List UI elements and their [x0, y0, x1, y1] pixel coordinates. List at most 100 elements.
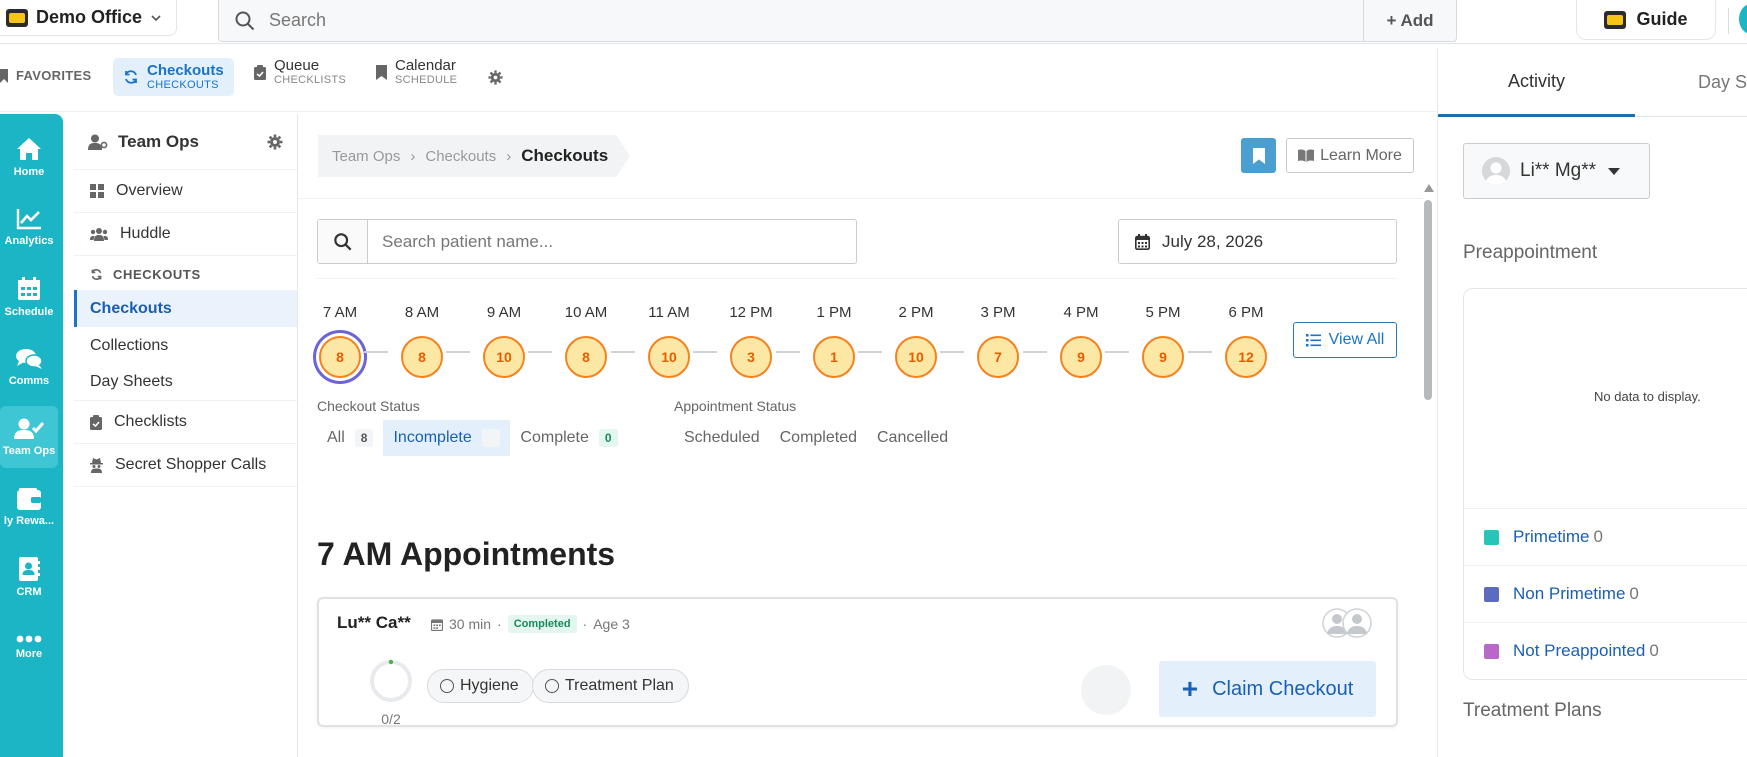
preappointment-heading: Preappointment: [1463, 242, 1598, 263]
timeline-slot[interactable]: 8 AM 8: [381, 304, 463, 378]
meta-separator: ·: [582, 616, 588, 632]
patient-search-button[interactable]: [318, 220, 368, 263]
timeline-count: 10: [483, 336, 525, 378]
favorite-title: Queue: [274, 57, 320, 74]
radio-circle-icon: [440, 679, 454, 693]
view-all-label: View All: [1328, 331, 1385, 348]
timeline-slot[interactable]: 6 PM 12: [1205, 304, 1287, 378]
timeline-slot[interactable]: 2 PM 10: [875, 304, 957, 378]
sidebar-item-secret-shopper-calls[interactable]: Secret Shopper Calls: [74, 444, 297, 487]
sidebar-item-day-sheets[interactable]: Day Sheets: [74, 364, 297, 401]
favorite-queue[interactable]: Queue CHECKLISTS: [254, 58, 346, 86]
rail-item-analytics[interactable]: Analytics: [0, 196, 58, 258]
rail-item-home[interactable]: Home: [0, 126, 58, 188]
legend-item-not-preappointed[interactable]: Not Preappointed 0: [1464, 622, 1747, 679]
timeline-slot[interactable]: 5 PM 9: [1122, 304, 1204, 378]
user-avatar[interactable]: [1739, 4, 1747, 34]
timeline-slot[interactable]: 1 PM 1: [793, 304, 875, 378]
sidebar-item-huddle[interactable]: Huddle: [74, 213, 297, 256]
rail-item-team-ops[interactable]: Team Ops: [0, 406, 58, 468]
favorites-label[interactable]: FAVORITES: [0, 68, 91, 83]
favorite-subtitle: SCHEDULE: [395, 74, 458, 86]
timeline-slot[interactable]: 9 AM 10: [463, 304, 545, 378]
user-dropdown[interactable]: Li** Mg**: [1463, 143, 1650, 199]
rail-item-comms[interactable]: Comms: [0, 336, 58, 398]
legend-item-non-primetime[interactable]: Non Primetime 0: [1464, 565, 1747, 622]
global-search[interactable]: + Add: [218, 0, 1457, 42]
rail-item-more[interactable]: More: [0, 616, 58, 678]
user-secret-icon: [90, 457, 103, 473]
guide-logo-icon: [1604, 10, 1627, 29]
main-content: Team Ops › Checkouts › Checkouts Learn M…: [298, 114, 1437, 757]
sidebar-header: Team Ops: [74, 114, 297, 170]
view-all-button[interactable]: View All: [1293, 322, 1397, 358]
timeline-slot[interactable]: 11 AM 10: [628, 304, 710, 378]
claim-checkout-button[interactable]: + Claim Checkout: [1159, 661, 1376, 717]
timeline-count: 8: [401, 336, 443, 378]
filter-completed[interactable]: Completed: [779, 429, 857, 446]
favorite-title: Calendar: [395, 57, 456, 74]
add-button[interactable]: + Add: [1363, 0, 1456, 42]
legend-item-primetime[interactable]: Primetime 0: [1464, 508, 1747, 565]
clipboard-check-icon: [90, 414, 102, 430]
gear-icon[interactable]: [267, 134, 283, 150]
timeline-slot[interactable]: 7 AM 8: [299, 304, 381, 378]
chevron-down-icon: [151, 14, 161, 21]
filter-cancelled[interactable]: Cancelled: [877, 429, 949, 446]
assigned-users-avatars: [1322, 608, 1372, 638]
patient-name[interactable]: Lu** Ca**: [337, 613, 411, 632]
task-chip-treatment-plan[interactable]: Treatment Plan: [532, 669, 689, 703]
bookmark-icon: [376, 64, 387, 80]
tab-day-sheets[interactable]: Day S: [1698, 72, 1747, 92]
global-search-input[interactable]: [269, 10, 1329, 31]
sidebar-item-checklists[interactable]: Checklists: [74, 401, 297, 444]
favorites-settings[interactable]: [488, 70, 503, 85]
patient-search-input[interactable]: [368, 220, 848, 263]
timeline-count: 9: [1142, 336, 1184, 378]
breadcrumb-team-ops[interactable]: Team Ops: [332, 147, 401, 165]
learn-more-button[interactable]: Learn More: [1286, 138, 1414, 173]
guide-button[interactable]: Guide: [1576, 0, 1716, 40]
timeline-slot[interactable]: 12 PM 3: [710, 304, 792, 378]
claim-checkout-label: Claim Checkout: [1212, 677, 1354, 700]
refresh-icon: [91, 268, 102, 280]
tab-activity[interactable]: Activity: [1438, 48, 1635, 117]
top-bar: Demo Office + Add Guide: [0, 0, 1747, 44]
timeline-slot[interactable]: 4 PM 9: [1040, 304, 1122, 378]
timeline-connector: [446, 351, 470, 353]
bookmark-button[interactable]: [1241, 138, 1276, 173]
sidebar-item-checkouts[interactable]: Checkouts: [74, 290, 297, 327]
date-picker[interactable]: July 28, 2026: [1118, 219, 1397, 264]
favorite-calendar[interactable]: Calendar SCHEDULE: [376, 58, 457, 86]
rail-item-schedule[interactable]: Schedule: [0, 266, 58, 328]
timeline-slot[interactable]: 3 PM 7: [957, 304, 1039, 378]
office-selector[interactable]: Demo Office: [0, 0, 177, 36]
scroll-up-arrow-icon[interactable]: [1424, 184, 1434, 192]
timeline-connector: [1188, 351, 1212, 353]
filter-incomplete[interactable]: Incomplete 8: [383, 420, 511, 456]
sidebar-item-overview[interactable]: Overview: [74, 170, 297, 213]
wallet-icon: [17, 487, 41, 510]
timeline-connector: [611, 351, 635, 353]
checkout-progress-text: 0/2: [381, 711, 401, 727]
appointment-card[interactable]: Lu** Ca** 30 min · Completed · Age 3 0/2…: [317, 597, 1398, 727]
rail-item-loyalty-rewards[interactable]: ly Rewa...: [0, 476, 58, 538]
main-scrollbar[interactable]: [1422, 184, 1434, 757]
sidebar-item-collections[interactable]: Collections: [90, 336, 169, 354]
hour-timeline: 7 AM 8 8 AM 8 9 AM 10 10 AM 8 11 AM 10 12 PM 3…: [317, 304, 1277, 384]
filter-scheduled[interactable]: Scheduled: [684, 429, 760, 446]
rail-item-crm[interactable]: CRM: [0, 546, 58, 608]
checkout-progress-ring: [370, 659, 412, 702]
scroll-thumb[interactable]: [1424, 200, 1432, 400]
filter-complete[interactable]: Complete 0: [510, 420, 627, 456]
bookmark-icon: [1252, 147, 1265, 164]
timeline-count: 12: [1225, 336, 1267, 378]
breadcrumb-checkouts[interactable]: Checkouts: [425, 147, 497, 165]
timeline-slot[interactable]: 10 AM 8: [545, 304, 627, 378]
filter-all[interactable]: All 8: [317, 420, 383, 456]
task-chip-hygiene[interactable]: Hygiene: [427, 669, 534, 703]
checkout-status-filters: All 8 Incomplete 8 Complete 0: [317, 420, 628, 456]
favorite-title: Checkouts: [147, 62, 224, 79]
legend-swatch: [1484, 643, 1499, 659]
favorite-checkouts[interactable]: Checkouts CHECKOUTS: [113, 58, 234, 96]
